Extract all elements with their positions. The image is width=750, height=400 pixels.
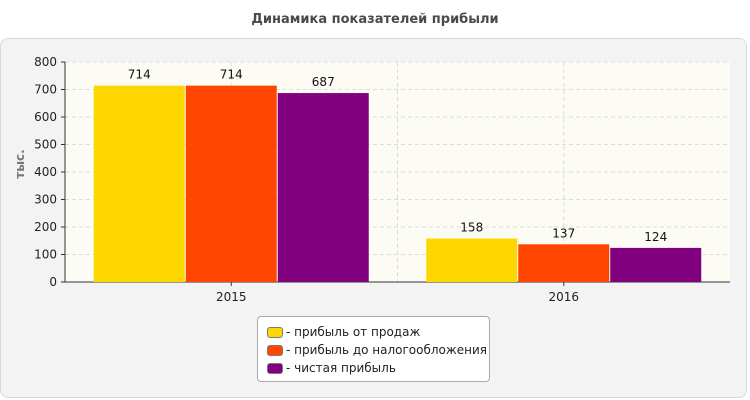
legend-swatch: [267, 344, 283, 356]
y-tick-label: 600: [34, 110, 57, 124]
y-tick-label: 100: [34, 248, 57, 262]
bar: [93, 85, 185, 283]
data-label: 158: [460, 221, 483, 235]
x-tick-label: 2015: [216, 290, 247, 304]
legend-item: - прибыль до налогообложения: [267, 341, 489, 359]
bar: [426, 238, 518, 282]
data-label: 687: [312, 75, 335, 89]
data-label: 124: [644, 230, 667, 244]
data-label: 137: [552, 226, 575, 240]
legend-swatch: [267, 326, 283, 338]
legend-label: - прибыль до налогообложения: [286, 343, 487, 357]
y-tick-label: 200: [34, 220, 57, 234]
chart-title: Динамика показателей прибыли: [251, 12, 499, 27]
y-tick-label: 0: [49, 275, 57, 289]
y-tick-label: 400: [34, 165, 57, 179]
y-tick-label: 800: [34, 55, 57, 69]
y-tick-label: 700: [34, 83, 57, 97]
legend-item: - прибыль от продаж: [267, 323, 489, 341]
data-label: 714: [220, 68, 243, 82]
y-tick-label: 500: [34, 138, 57, 152]
legend-swatch: [267, 362, 283, 374]
bar: [518, 244, 610, 282]
data-label: 714: [128, 68, 151, 82]
y-axis-label: тыс.: [13, 149, 27, 178]
y-tick-label: 300: [34, 193, 57, 207]
legend-item: - чистая прибыль: [267, 359, 489, 377]
x-tick-label: 2016: [548, 290, 579, 304]
bar: [610, 247, 702, 282]
chart-legend: - прибыль от продаж - прибыль до налогооб…: [257, 316, 490, 382]
bar: [277, 93, 369, 282]
bar: [185, 85, 277, 283]
legend-label: - чистая прибыль: [286, 361, 396, 375]
legend-label: - прибыль от продаж: [286, 325, 421, 339]
